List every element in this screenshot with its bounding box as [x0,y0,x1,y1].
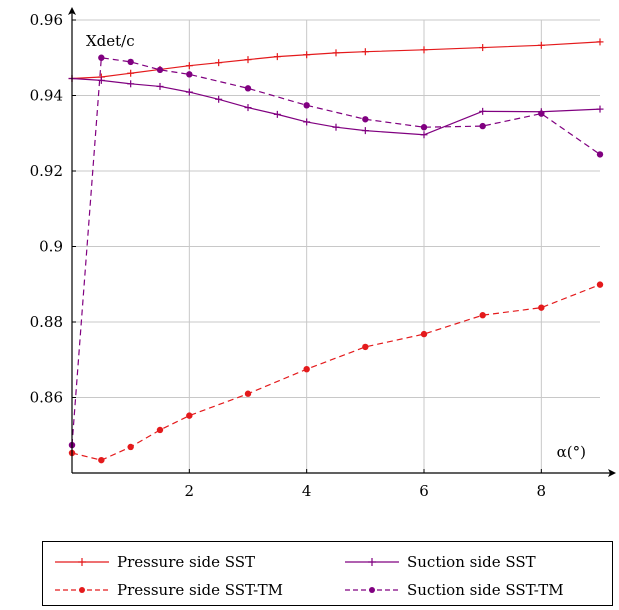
x-tick-label: 6 [419,482,429,500]
data-point-0 [244,56,252,64]
y-tick-label: 0.88 [30,313,63,331]
data-point-2 [186,412,193,419]
legend-swatch-pressure-sst [55,558,109,566]
legend-swatch-suction-sst [345,558,399,566]
data-point-2 [479,312,486,319]
data-point-2 [596,281,604,288]
data-point-2 [127,443,134,451]
data-point-0 [127,69,135,77]
y-tick-label: 0.96 [30,11,63,29]
x-tick-label: 2 [185,482,195,500]
data-point-3 [244,85,252,92]
series-line-2 [71,284,601,461]
y-axis-title: Xdet/c [86,32,135,50]
data-point-0 [596,38,604,46]
data-point-1 [273,110,281,118]
data-point-2 [538,304,545,311]
data-point-0 [303,51,311,59]
y-tick-label: 0.94 [30,87,63,105]
y-axis-arrow [68,7,76,15]
series-line-3 [71,57,601,446]
axes: 2 4 6 8 0.86 0.88 0.9 0.92 0.94 0.96 [30,7,616,500]
legend-item-pressure-sst-tm: Pressure side SST-TM [53,579,283,601]
legend-item-suction-sst: Suction side SST [343,551,536,573]
x-tick-label: 4 [302,482,312,500]
legend-item-pressure-sst: Pressure side SST [53,551,255,573]
data-point-3 [186,71,193,78]
x-axis-title: α(°) [557,443,586,461]
data-point-3 [127,58,134,66]
chart: 2 4 6 8 0.86 0.88 0.9 0.92 0.94 0.96 Xdet/c α(°) [30,7,616,500]
data-point-1 [303,118,311,126]
data-point-1 [479,107,487,115]
data-point-3 [303,102,310,109]
data-point-1 [244,104,252,112]
data-point-2 [420,330,428,338]
legend-label-pressure-sst: Pressure side SST [117,553,256,571]
data-point-0 [273,53,281,61]
data-point-0 [361,48,369,56]
x-tick-label: 8 [537,482,547,500]
series-layer [68,38,604,464]
data-point-0 [420,46,428,54]
y-tick-label: 0.86 [30,389,63,407]
data-point-0 [215,59,223,67]
y-tick-label: 0.9 [39,238,63,256]
data-point-3 [538,110,545,117]
data-point-2 [244,390,252,397]
data-point-2 [156,426,164,434]
data-point-2 [303,365,310,373]
data-point-3 [420,124,428,131]
legend-label-suction-sst-tm: Suction side SST-TM [407,581,564,599]
data-point-1 [185,88,193,96]
data-point-0 [537,41,545,49]
data-point-1 [332,123,340,131]
data-point-3 [98,54,105,61]
legend-label-suction-sst: Suction side SST [407,553,536,571]
data-point-1 [361,127,369,135]
legend-swatch-suction-sst-tm [345,587,399,593]
series-line-0 [71,41,601,80]
data-point-3 [156,66,164,74]
data-point-0 [332,49,340,57]
data-point-1 [420,131,428,139]
y-tick-label: 0.92 [30,162,63,180]
data-point-1 [156,82,164,90]
data-point-3 [362,116,369,123]
data-point-1 [215,95,223,103]
legend-label-pressure-sst-tm: Pressure side SST-TM [117,581,284,599]
legend-swatch-pressure-sst-tm [55,587,109,593]
grid [72,19,600,473]
data-point-1 [127,80,135,88]
data-point-3 [596,151,604,158]
legend-item-suction-sst-tm: Suction side SST-TM [343,579,564,601]
data-point-1 [596,105,604,113]
data-point-2 [98,456,105,464]
data-point-0 [479,44,487,52]
x-axis-arrow [608,469,616,477]
legend: Pressure side SST Suction side SST Press… [42,541,613,606]
data-point-3 [479,122,486,130]
data-point-0 [185,62,193,70]
data-point-2 [362,343,369,351]
data-point-1 [97,76,105,84]
